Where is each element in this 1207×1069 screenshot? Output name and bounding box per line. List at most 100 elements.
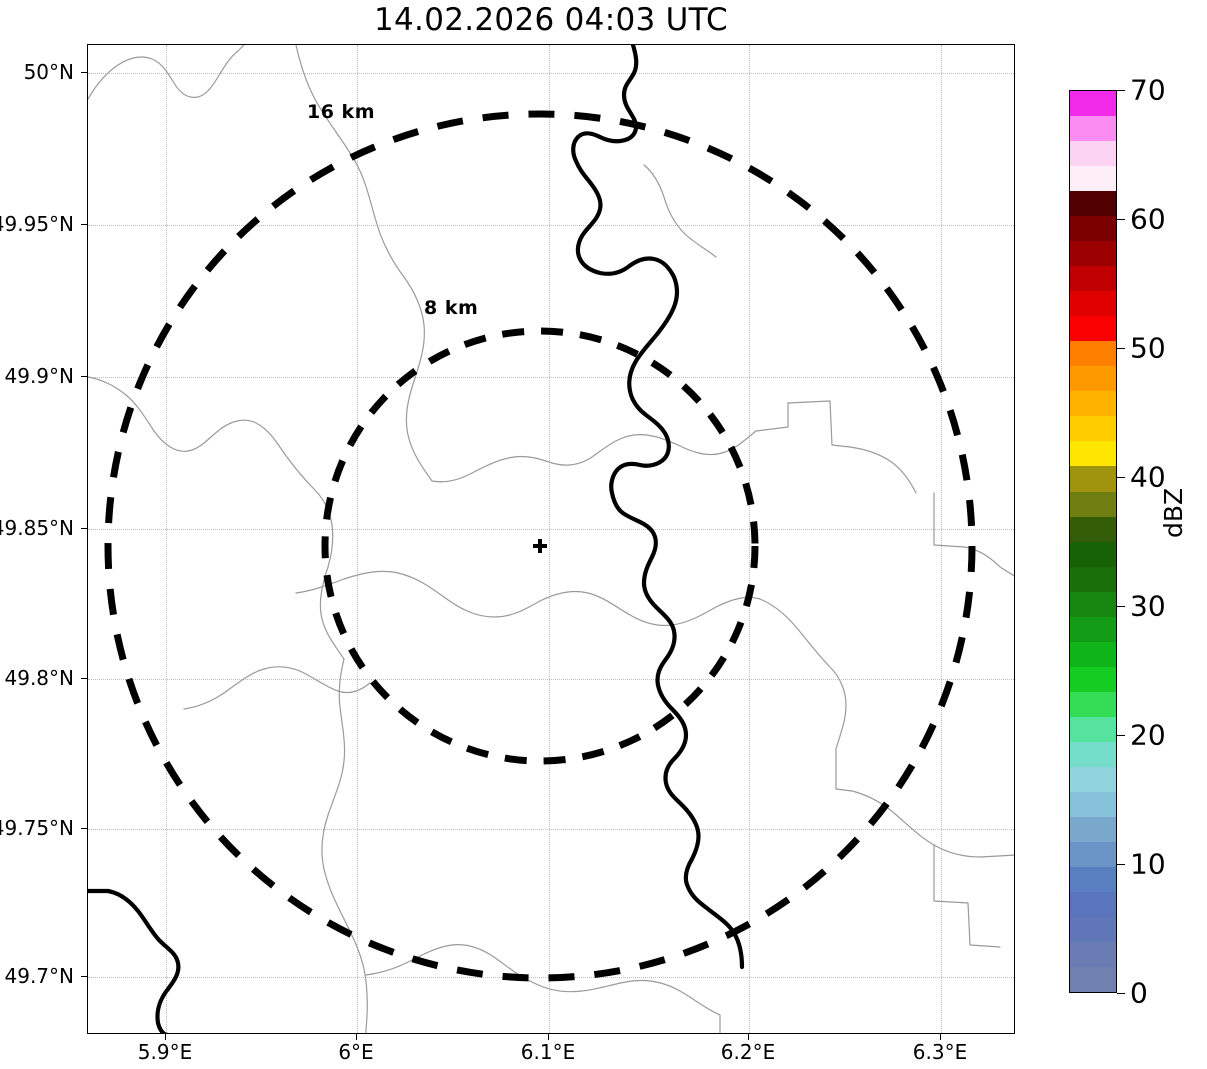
y-tick-label: 49.75°N [0, 816, 74, 840]
y-tick-mark [81, 976, 87, 977]
colorbar-band [1070, 591, 1116, 617]
colorbar-band [1070, 341, 1116, 367]
admin-boundaries [88, 45, 1014, 1033]
x-tick-label: 6.1°E [520, 1040, 576, 1064]
range-ring-8km [321, 327, 759, 765]
national-border [571, 45, 745, 970]
y-tick-label: 49.85°N [0, 516, 74, 540]
colorbar-tick-mark [1117, 993, 1125, 994]
colorbar-tick-label: 70 [1130, 73, 1166, 107]
colorbar-band [1070, 766, 1116, 792]
x-tick-mark [356, 1034, 357, 1040]
gridline-vertical [166, 45, 167, 1033]
colorbar-tick-label: 60 [1130, 202, 1166, 236]
colorbar-band [1070, 291, 1116, 317]
gridline-horizontal [88, 73, 1014, 74]
map-plot-area[interactable]: 16 km 8 km [87, 44, 1015, 1034]
y-tick-mark [81, 224, 87, 225]
colorbar-tick-label: 30 [1130, 589, 1166, 623]
y-tick-label: 50°N [23, 60, 74, 84]
colorbar-band [1070, 841, 1116, 867]
colorbar-tick-mark [1117, 606, 1125, 607]
colorbar-tick-label: 50 [1130, 331, 1166, 365]
colorbar-band [1070, 516, 1116, 542]
x-tick-mark [748, 1034, 749, 1040]
page-title: 14.02.2026 04:03 UTC [374, 2, 728, 38]
colorbar-band [1070, 816, 1116, 842]
y-tick-mark [81, 828, 87, 829]
colorbar-band [1070, 191, 1116, 217]
map-vector-layer [88, 45, 1014, 1033]
colorbar-band [1070, 741, 1116, 767]
colorbar-band [1070, 141, 1116, 167]
colorbar-band [1070, 266, 1116, 292]
y-tick-mark [81, 72, 87, 73]
gridline-horizontal [88, 829, 1014, 830]
range-ring-label-8km: 8 km [424, 297, 479, 319]
gridline-vertical [941, 45, 942, 1033]
colorbar-band [1070, 316, 1116, 342]
colorbar-band [1070, 466, 1116, 492]
colorbar-band [1070, 566, 1116, 592]
x-tick-label: 6.3°E [912, 1040, 968, 1064]
y-tick-mark [81, 376, 87, 377]
x-tick-mark [165, 1034, 166, 1040]
y-tick-label: 49.8°N [4, 666, 75, 690]
colorbar-band [1070, 892, 1116, 918]
y-tick-label: 49.7°N [4, 964, 75, 988]
colorbar-axis-label: dBZ [1159, 487, 1188, 538]
x-tick-label: 6°E [338, 1040, 374, 1064]
national-border-southwest [88, 888, 181, 1033]
colorbar-tick-label: 0 [1130, 976, 1148, 1010]
gridline-horizontal [88, 529, 1014, 530]
colorbar-band [1070, 91, 1116, 117]
range-ring-16km [104, 110, 976, 982]
y-tick-mark [81, 678, 87, 679]
gridline-vertical [749, 45, 750, 1033]
colorbar[interactable] [1069, 90, 1117, 993]
colorbar-band [1070, 917, 1116, 943]
colorbar-band [1070, 942, 1116, 968]
colorbar-band [1070, 691, 1116, 717]
map-clip: 16 km 8 km [88, 45, 1014, 1033]
colorbar-tick-mark [1117, 735, 1125, 736]
colorbar-tick-mark [1117, 219, 1125, 220]
colorbar-band [1070, 391, 1116, 417]
radar-site-marker [533, 539, 547, 553]
colorbar-band [1070, 866, 1116, 892]
gridline-vertical [357, 45, 358, 1033]
x-tick-mark [940, 1034, 941, 1040]
colorbar-tick-mark [1117, 90, 1125, 91]
colorbar-band [1070, 791, 1116, 817]
colorbar-band [1070, 216, 1116, 242]
colorbar-band [1070, 666, 1116, 692]
colorbar-band [1070, 441, 1116, 467]
gridline-horizontal [88, 225, 1014, 226]
colorbar-band [1070, 716, 1116, 742]
y-tick-label: 49.95°N [0, 212, 74, 236]
colorbar-tick-mark [1117, 348, 1125, 349]
colorbar-band [1070, 366, 1116, 392]
colorbar-tick-label: 10 [1130, 847, 1166, 881]
x-tick-label: 6.2°E [720, 1040, 776, 1064]
colorbar-tick-label: 20 [1130, 718, 1166, 752]
y-tick-label: 49.9°N [4, 364, 75, 388]
colorbar-tick-mark [1117, 477, 1125, 478]
x-tick-label: 5.9°E [137, 1040, 193, 1064]
colorbar-tick-mark [1117, 864, 1125, 865]
colorbar-band [1070, 166, 1116, 192]
colorbar-band [1070, 541, 1116, 567]
x-tick-mark [548, 1034, 549, 1040]
gridline-horizontal [88, 377, 1014, 378]
colorbar-band [1070, 241, 1116, 267]
colorbar-band [1070, 116, 1116, 142]
colorbar-band [1070, 967, 1116, 992]
gridline-vertical [549, 45, 550, 1033]
y-tick-mark [81, 528, 87, 529]
gridline-horizontal [88, 679, 1014, 680]
colorbar-band [1070, 416, 1116, 442]
colorbar-tick-label: 40 [1130, 460, 1166, 494]
colorbar-band [1070, 616, 1116, 642]
colorbar-band [1070, 491, 1116, 517]
